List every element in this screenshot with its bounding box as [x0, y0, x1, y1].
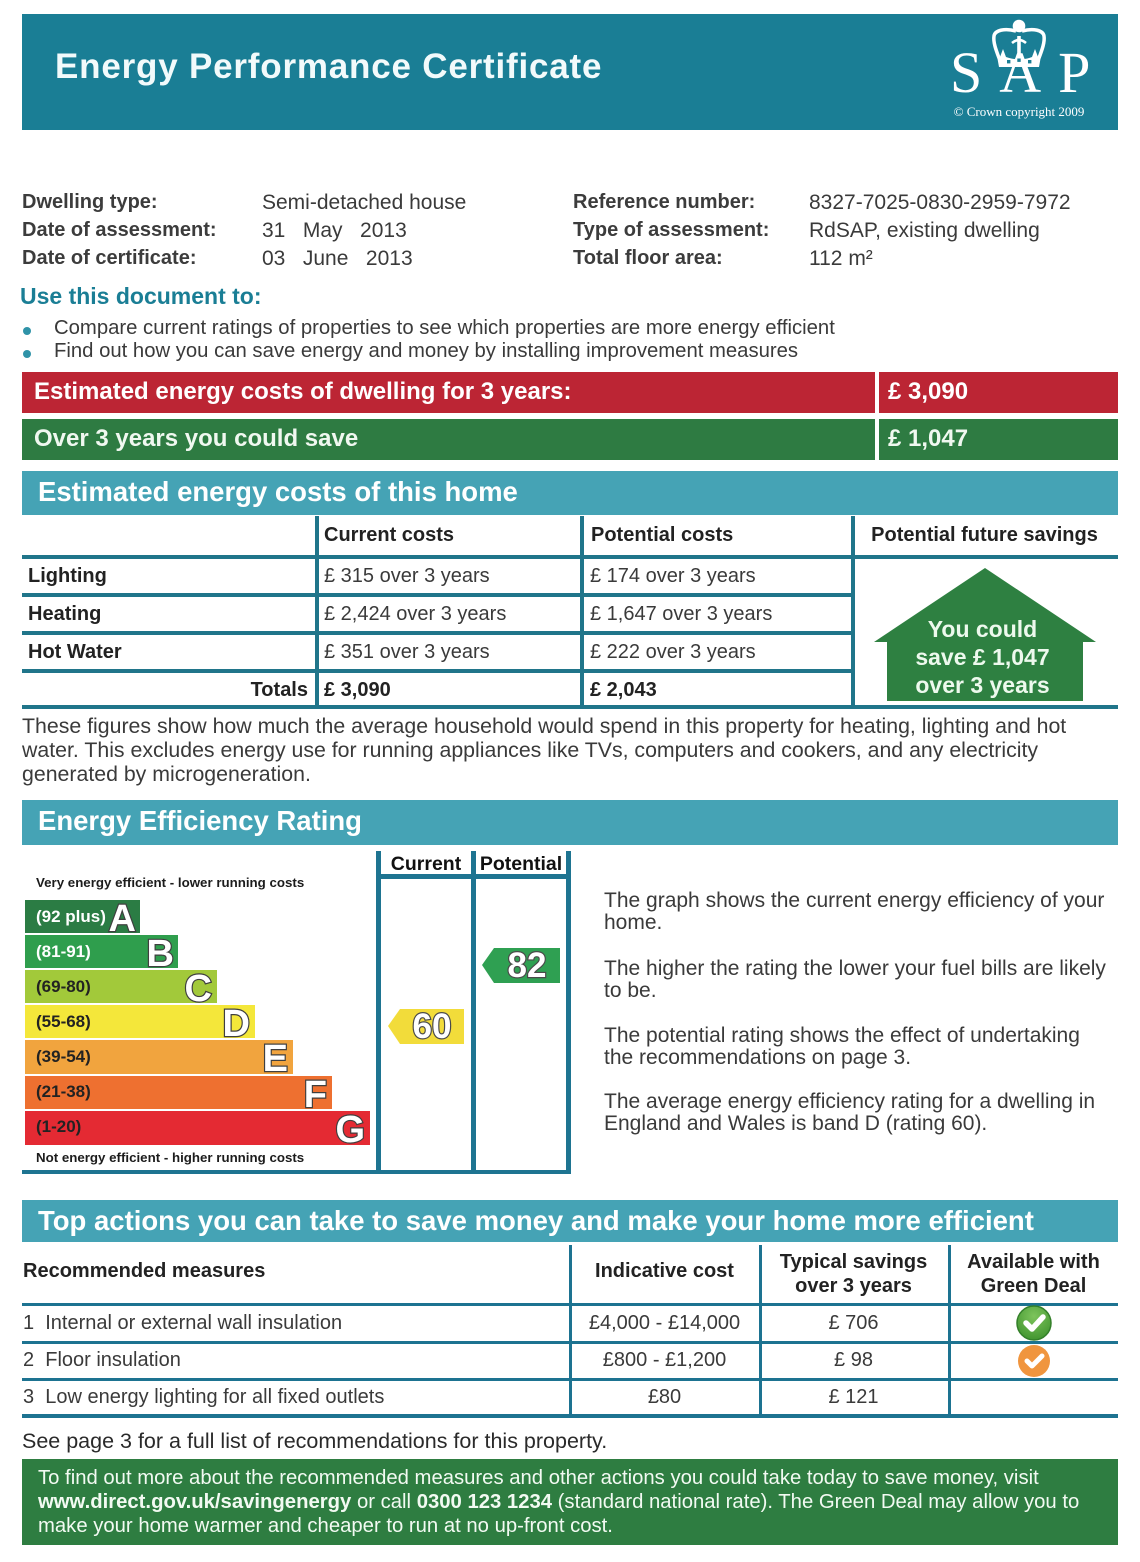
svg-text:(69-80): (69-80)	[36, 977, 91, 996]
svg-text:B: B	[147, 933, 174, 975]
svg-text:(55-68): (55-68)	[36, 1012, 91, 1031]
svg-text:Not energy efficient - higher: Not energy efficient - higher running co…	[36, 1150, 304, 1165]
svg-text:C: C	[185, 968, 212, 1010]
svg-text:(92 plus): (92 plus)	[36, 907, 106, 926]
svg-text:Current: Current	[391, 853, 462, 875]
svg-text:A: A	[109, 898, 136, 940]
svg-text:(81-91): (81-91)	[36, 942, 91, 961]
svg-text:(21-38): (21-38)	[36, 1082, 91, 1101]
svg-text:(39-54): (39-54)	[36, 1047, 91, 1066]
svg-text:D: D	[223, 1003, 250, 1045]
svg-text:(1-20): (1-20)	[36, 1117, 81, 1136]
svg-text:E: E	[263, 1038, 288, 1080]
svg-text:F: F	[304, 1074, 327, 1116]
svg-text:G: G	[335, 1109, 365, 1151]
svg-text:60: 60	[413, 1007, 452, 1046]
svg-text:Potential: Potential	[480, 853, 562, 875]
svg-text:82: 82	[508, 946, 547, 985]
svg-text:Very energy efficient - lower: Very energy efficient - lower running co…	[36, 875, 304, 890]
